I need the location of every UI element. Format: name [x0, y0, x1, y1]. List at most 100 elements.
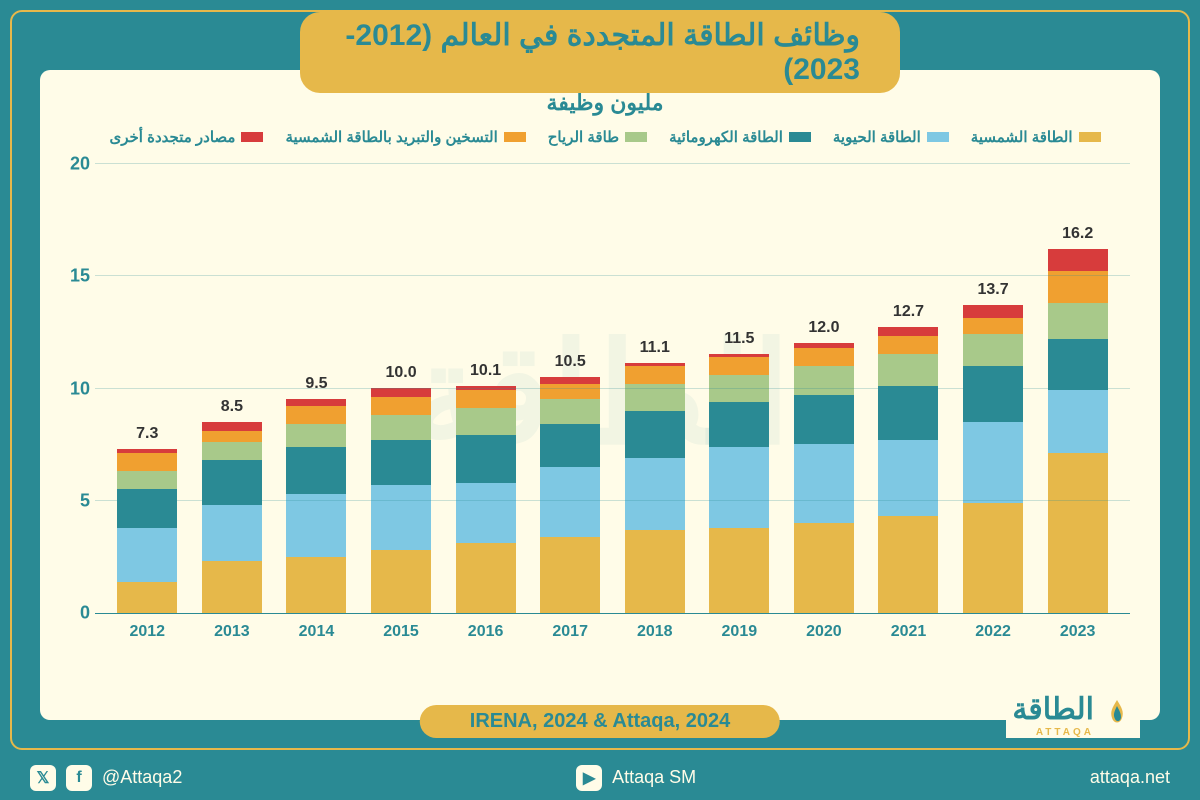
bar-year-label: 2018 [637, 623, 673, 641]
bar-segment-other [878, 327, 938, 336]
legend-label: الطاقة الحيوية [833, 128, 921, 146]
bar-segment-solar [286, 557, 346, 613]
bar-segment-heating [540, 384, 600, 400]
x-icon: 𝕏 [30, 765, 56, 791]
bar-segment-heating [794, 348, 854, 366]
bar-segment-wind [117, 471, 177, 489]
bar-column: 10.52017 [535, 377, 605, 613]
bar-segment-wind [1048, 303, 1108, 339]
bar-segment-solar [878, 516, 938, 613]
bar-year-label: 2014 [299, 623, 335, 641]
footer-bar: 𝕏 f @Attaqa2 ▶ Attaqa SM attaqa.net [0, 755, 1200, 800]
bar-segment-solar [963, 503, 1023, 613]
footer-right: attaqa.net [1090, 767, 1170, 788]
website-url: attaqa.net [1090, 767, 1170, 788]
y-tick: 10 [60, 378, 90, 399]
bar-column: 12.02020 [789, 343, 859, 613]
legend-item: الطاقة الحيوية [833, 128, 949, 146]
logo-subtext: ATTAQA [1012, 727, 1094, 738]
bar-year-label: 2017 [552, 623, 588, 641]
legend-swatch [789, 132, 811, 142]
bar-segment-other [1048, 249, 1108, 272]
bar-total-label: 13.7 [977, 281, 1008, 299]
bar-segment-wind [794, 366, 854, 395]
bar-segment-bio [456, 483, 516, 544]
bar-stack: 11.5 [709, 354, 769, 613]
bar-stack: 12.0 [794, 343, 854, 613]
bar-stack: 12.7 [878, 327, 938, 613]
bars-container: 7.320128.520139.5201410.0201510.1201610.… [105, 164, 1120, 613]
bar-segment-hydro [878, 386, 938, 440]
bar-stack: 10.5 [540, 377, 600, 613]
bar-segment-solar [117, 582, 177, 614]
bar-segment-hydro [540, 424, 600, 467]
legend-swatch [241, 132, 263, 142]
youtube-handle: Attaqa SM [612, 767, 696, 788]
bar-stack: 11.1 [625, 363, 685, 613]
legend-swatch [1079, 132, 1101, 142]
legend: الطاقة الشمسية الطاقة الحيوية الطاقة الكهر… [80, 128, 1130, 146]
bar-total-label: 11.1 [640, 339, 670, 357]
bar-segment-hydro [371, 440, 431, 485]
bar-segment-other [963, 305, 1023, 319]
bar-column: 11.52019 [704, 354, 774, 613]
legend-label: الطاقة الشمسية [971, 128, 1073, 146]
bar-segment-other [286, 399, 346, 406]
bar-segment-wind [286, 424, 346, 447]
bar-segment-hydro [709, 402, 769, 447]
bar-segment-hydro [625, 411, 685, 458]
bar-segment-solar [709, 528, 769, 614]
plot-area: 05101520 7.320128.520139.5201410.0201510… [95, 164, 1130, 614]
bar-segment-solar [456, 543, 516, 613]
facebook-icon: f [66, 765, 92, 791]
bar-segment-bio [202, 505, 262, 561]
bar-segment-bio [794, 444, 854, 523]
bar-segment-bio [625, 458, 685, 530]
bar-segment-heating [709, 357, 769, 375]
bar-segment-wind [456, 408, 516, 435]
bar-column: 11.12018 [620, 363, 690, 613]
bar-segment-solar [794, 523, 854, 613]
bar-segment-bio [371, 485, 431, 550]
bar-segment-wind [371, 415, 431, 440]
bar-year-label: 2015 [383, 623, 419, 641]
bar-total-label: 9.5 [305, 375, 327, 393]
bar-column: 9.52014 [281, 399, 351, 613]
bar-segment-other [202, 422, 262, 431]
bar-segment-bio [286, 494, 346, 557]
legend-item: التسخين والتبريد بالطاقة الشمسية [285, 128, 525, 146]
y-tick: 0 [60, 603, 90, 624]
bar-column: 8.52013 [197, 422, 267, 613]
bar-segment-solar [1048, 453, 1108, 613]
legend-swatch [625, 132, 647, 142]
bar-segment-hydro [117, 489, 177, 527]
gridline [95, 275, 1130, 276]
gridline [95, 163, 1130, 164]
bar-total-label: 16.2 [1062, 225, 1093, 243]
y-axis: 05101520 [60, 164, 90, 613]
legend-swatch [504, 132, 526, 142]
bar-segment-wind [878, 354, 938, 386]
bar-total-label: 11.5 [724, 330, 754, 348]
y-tick: 5 [60, 490, 90, 511]
bar-stack: 9.5 [286, 399, 346, 613]
bar-year-label: 2021 [891, 623, 927, 641]
legend-item: الطاقة الكهرومائية [669, 128, 811, 146]
attaqa-logo: الطاقة ATTAQA [1006, 692, 1140, 738]
bar-column: 16.22023 [1043, 249, 1113, 614]
legend-label: مصادر متجددة أخرى [109, 128, 235, 146]
bar-segment-solar [202, 561, 262, 613]
legend-label: الطاقة الكهرومائية [669, 128, 783, 146]
bar-segment-heating [117, 453, 177, 471]
bar-segment-solar [540, 537, 600, 614]
y-tick: 15 [60, 266, 90, 287]
bar-year-label: 2023 [1060, 623, 1096, 641]
bar-year-label: 2012 [129, 623, 165, 641]
gridline [95, 388, 1130, 389]
bar-total-label: 10.0 [385, 364, 416, 382]
legend-swatch [927, 132, 949, 142]
bar-segment-wind [963, 334, 1023, 366]
bar-segment-heating [625, 366, 685, 384]
social-handle: @Attaqa2 [102, 767, 182, 788]
bar-segment-hydro [202, 460, 262, 505]
